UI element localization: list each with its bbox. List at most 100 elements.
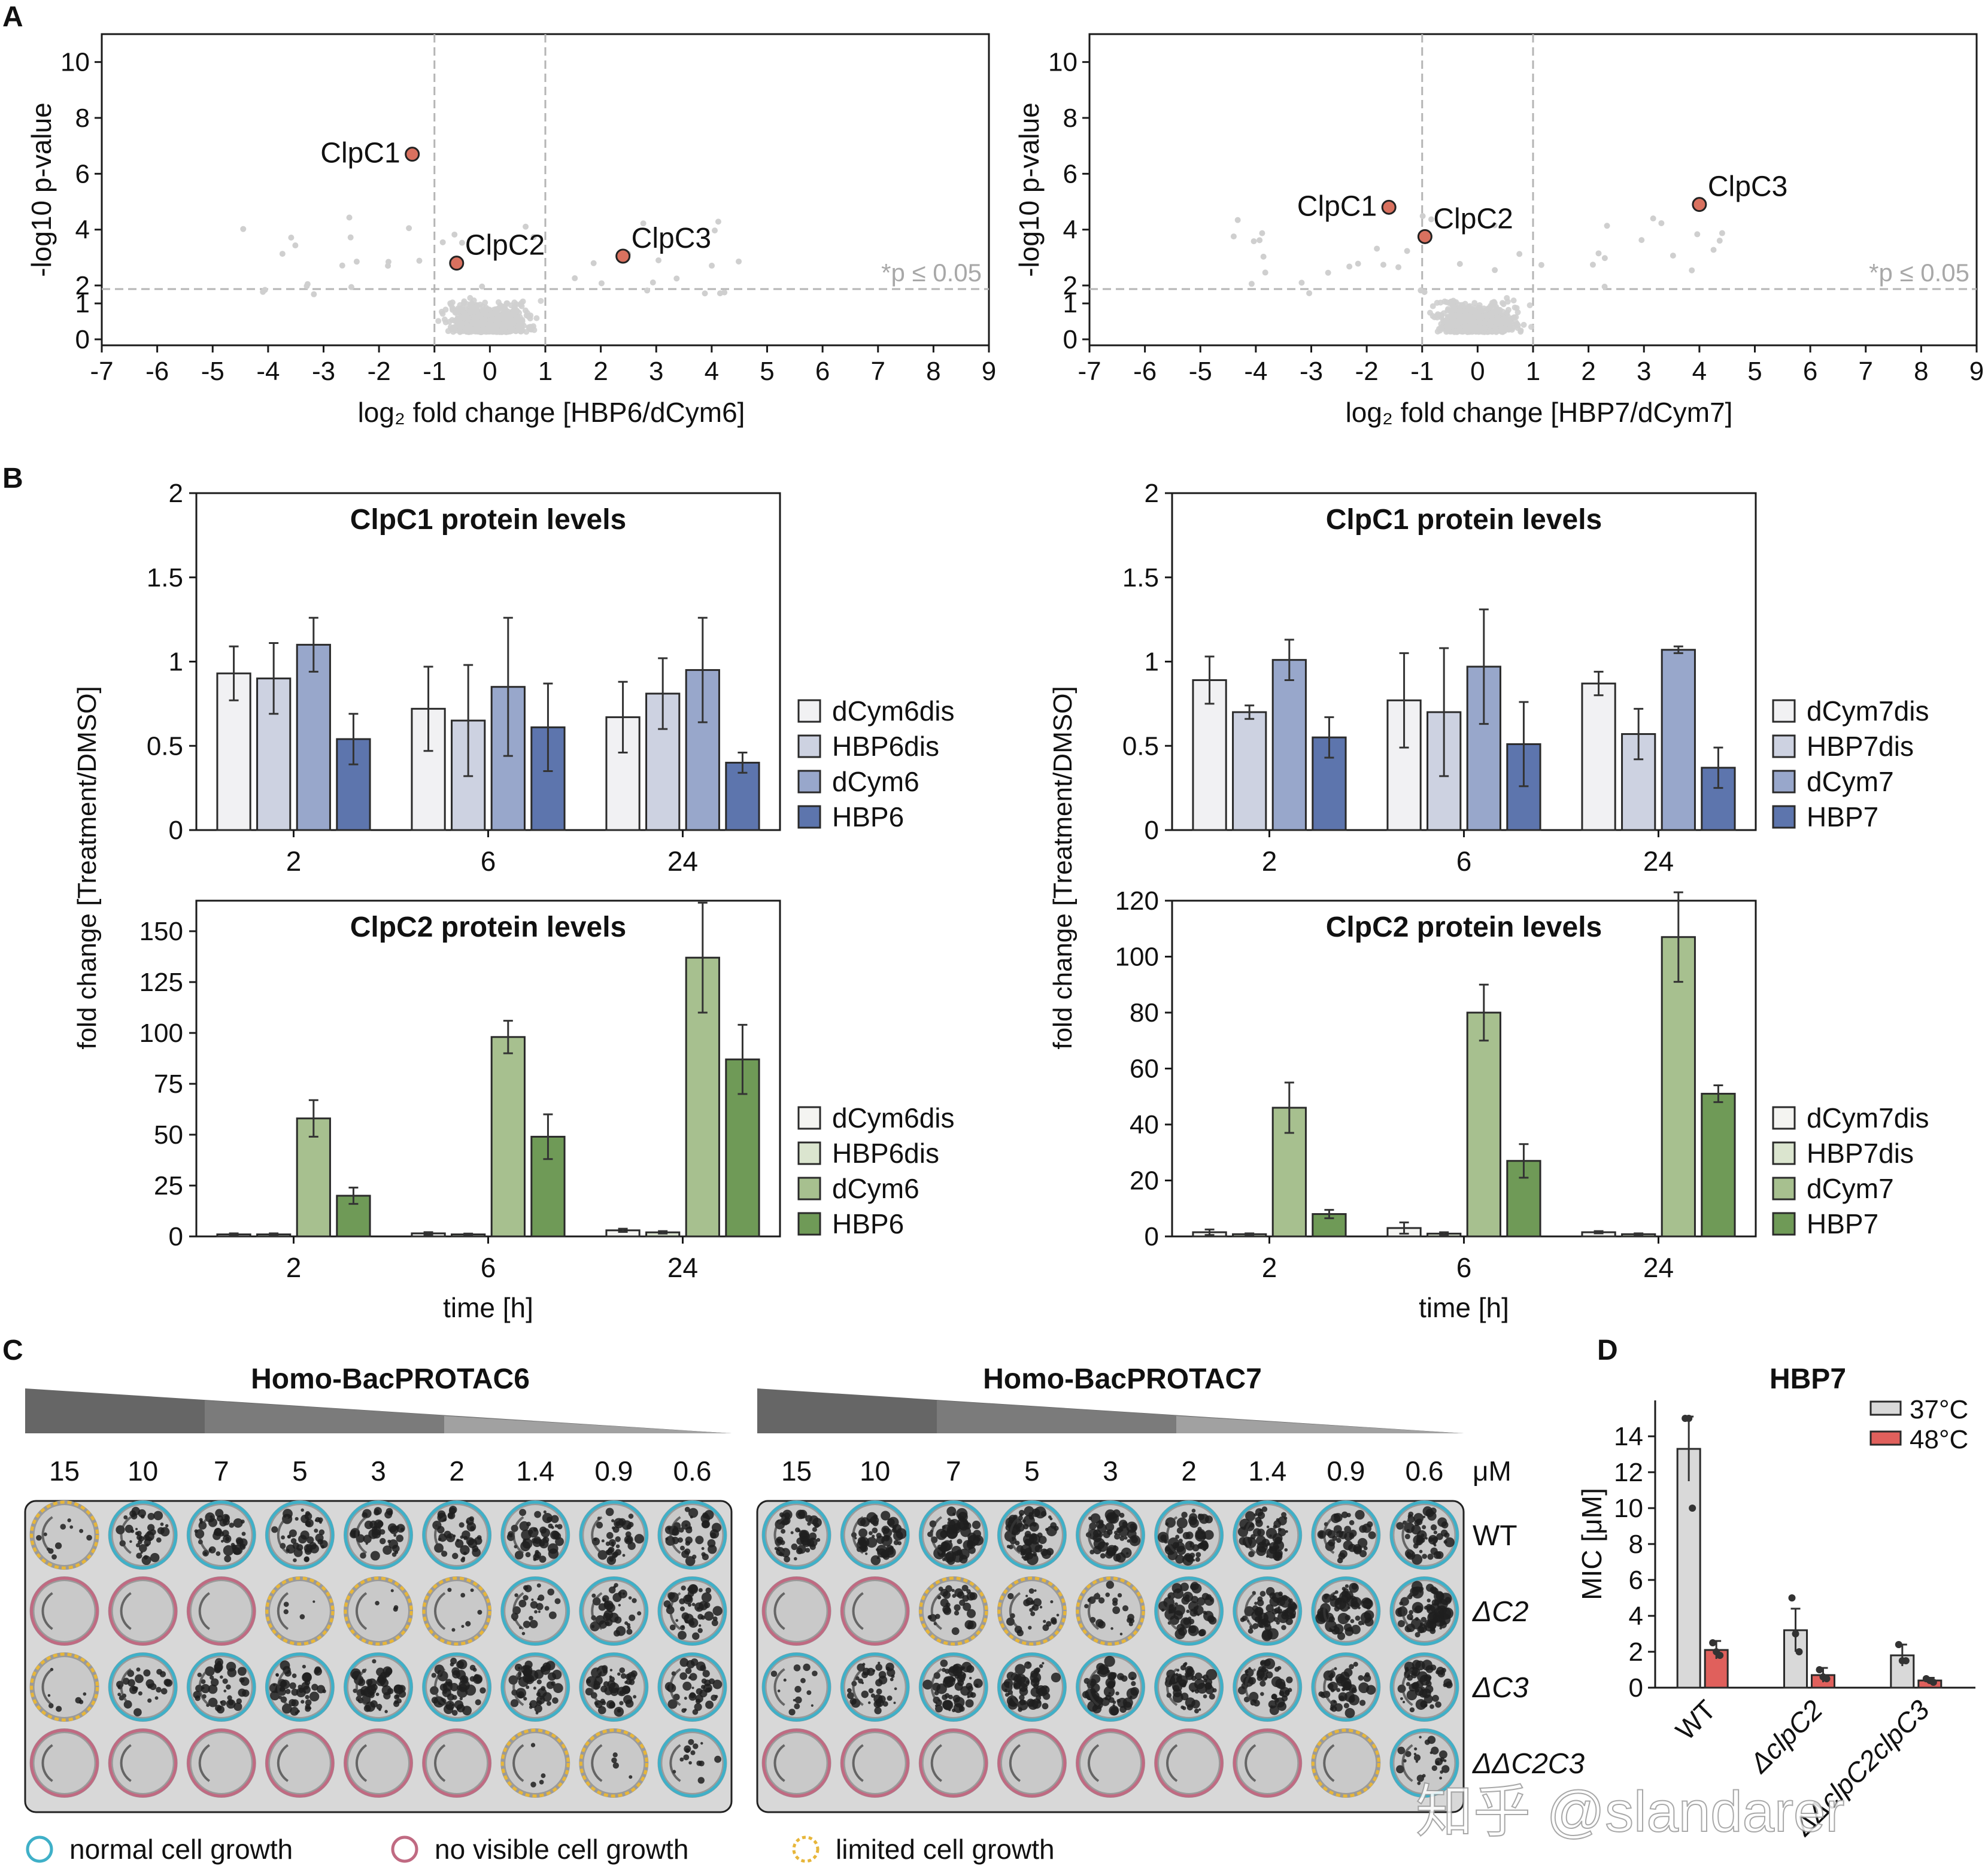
colony xyxy=(293,1548,303,1557)
colony xyxy=(1198,1628,1206,1636)
growth-ring-normal xyxy=(1389,1576,1459,1646)
colony xyxy=(1104,1655,1115,1667)
colony xyxy=(1188,1625,1199,1636)
colony xyxy=(1282,1597,1286,1601)
highlighted-label-clpc1: ClpC1 xyxy=(1297,190,1377,222)
colony xyxy=(1410,1617,1413,1621)
colony xyxy=(1115,1552,1126,1563)
colony xyxy=(153,1511,163,1521)
colony xyxy=(619,1690,624,1695)
protein-point xyxy=(1650,215,1656,222)
colony xyxy=(685,1536,693,1544)
y-tick-label: 0 xyxy=(1145,816,1159,845)
colony xyxy=(302,1685,311,1694)
growth-ring-none xyxy=(344,1728,413,1798)
colony xyxy=(954,1604,961,1611)
growth-ring-normal xyxy=(1389,1728,1459,1798)
colony xyxy=(1174,1542,1185,1552)
colony xyxy=(867,1701,871,1704)
colony xyxy=(1028,1541,1040,1553)
protein-point xyxy=(435,318,442,324)
x-tick-label: 2 xyxy=(286,1252,302,1283)
colony xyxy=(612,1526,620,1533)
x-tick-label: -6 xyxy=(145,357,169,386)
colony xyxy=(1112,1597,1118,1603)
colony xyxy=(1119,1633,1123,1636)
protein-point xyxy=(1491,222,1498,229)
growth-ring-none xyxy=(762,1728,831,1798)
growth-ring-normal xyxy=(579,1500,648,1570)
well-shadow xyxy=(41,1744,53,1782)
colony xyxy=(601,1539,605,1543)
colony xyxy=(122,1677,130,1685)
colony xyxy=(1400,1697,1403,1700)
colony xyxy=(797,1529,801,1533)
legend-label-normal: normal cell growth xyxy=(69,1834,293,1865)
x-tick-label: -3 xyxy=(312,357,335,386)
colony xyxy=(1347,1688,1351,1691)
protein-point xyxy=(1505,306,1512,313)
colony xyxy=(220,1700,227,1706)
colony xyxy=(60,1524,66,1530)
colony xyxy=(1178,1627,1188,1636)
colony xyxy=(1030,1677,1040,1687)
protein-point xyxy=(1471,313,1478,320)
colony xyxy=(593,1537,597,1542)
protein-point xyxy=(459,239,465,246)
colony xyxy=(685,1667,692,1674)
protein-point xyxy=(525,313,532,320)
colony xyxy=(935,1704,943,1713)
colony xyxy=(679,1606,685,1612)
colony xyxy=(1328,1539,1336,1546)
colony xyxy=(957,1672,966,1680)
colony xyxy=(311,1683,318,1691)
colony xyxy=(875,1679,883,1686)
growth-ring-normal xyxy=(997,1652,1067,1722)
protein-point xyxy=(441,316,448,323)
volcano-plot-hbp7: *p ≤ 0.05-7 -6 -5 -4 -3 -2 -1 0 1 2 3 4 5 6 7 8 90124681… xyxy=(1013,33,1984,428)
protein-point xyxy=(644,287,651,294)
colony xyxy=(165,1524,169,1528)
colony xyxy=(1021,1555,1025,1559)
x-tick-label: 8 xyxy=(1914,357,1928,386)
colony xyxy=(283,1609,289,1615)
colony xyxy=(547,1543,559,1554)
x-tick-label: -1 xyxy=(1410,357,1434,386)
well-shadow xyxy=(41,1516,53,1554)
colony xyxy=(1131,1536,1139,1543)
colony xyxy=(1178,1538,1183,1543)
colony xyxy=(383,1545,392,1555)
colony xyxy=(1174,1602,1178,1606)
protein-point xyxy=(446,318,453,325)
colony xyxy=(1261,1546,1264,1549)
colony xyxy=(794,1703,800,1710)
colony xyxy=(1412,1601,1424,1613)
colony xyxy=(551,1515,559,1523)
highlighted-label-clpc3: ClpC3 xyxy=(632,223,711,254)
x-tick-label: 3 xyxy=(1637,357,1651,386)
colony xyxy=(1207,1615,1215,1623)
colony xyxy=(691,1686,694,1689)
y-tick-label: 20 xyxy=(1130,1166,1159,1196)
colony xyxy=(695,1536,704,1545)
replicate-point xyxy=(1816,1666,1823,1673)
colony xyxy=(626,1679,632,1685)
concentration-gradient-wedge xyxy=(25,1388,732,1433)
x-tick-label: 2 xyxy=(593,357,608,386)
colony xyxy=(1019,1687,1028,1696)
colony xyxy=(479,1687,486,1694)
chart-title: HBP7 xyxy=(1770,1363,1846,1395)
colony xyxy=(878,1671,887,1679)
colony xyxy=(946,1604,949,1607)
colony xyxy=(204,1552,208,1555)
colony xyxy=(521,1529,532,1540)
protein-point xyxy=(1447,320,1454,326)
colony xyxy=(374,1509,380,1516)
colony xyxy=(544,1606,550,1611)
growth-ring-none xyxy=(840,1728,910,1798)
well-shadow xyxy=(1323,1592,1335,1630)
colony xyxy=(1408,1511,1414,1517)
colony xyxy=(805,1548,811,1553)
legend-label: dCym7 xyxy=(1807,1173,1894,1204)
colony xyxy=(1176,1517,1188,1528)
